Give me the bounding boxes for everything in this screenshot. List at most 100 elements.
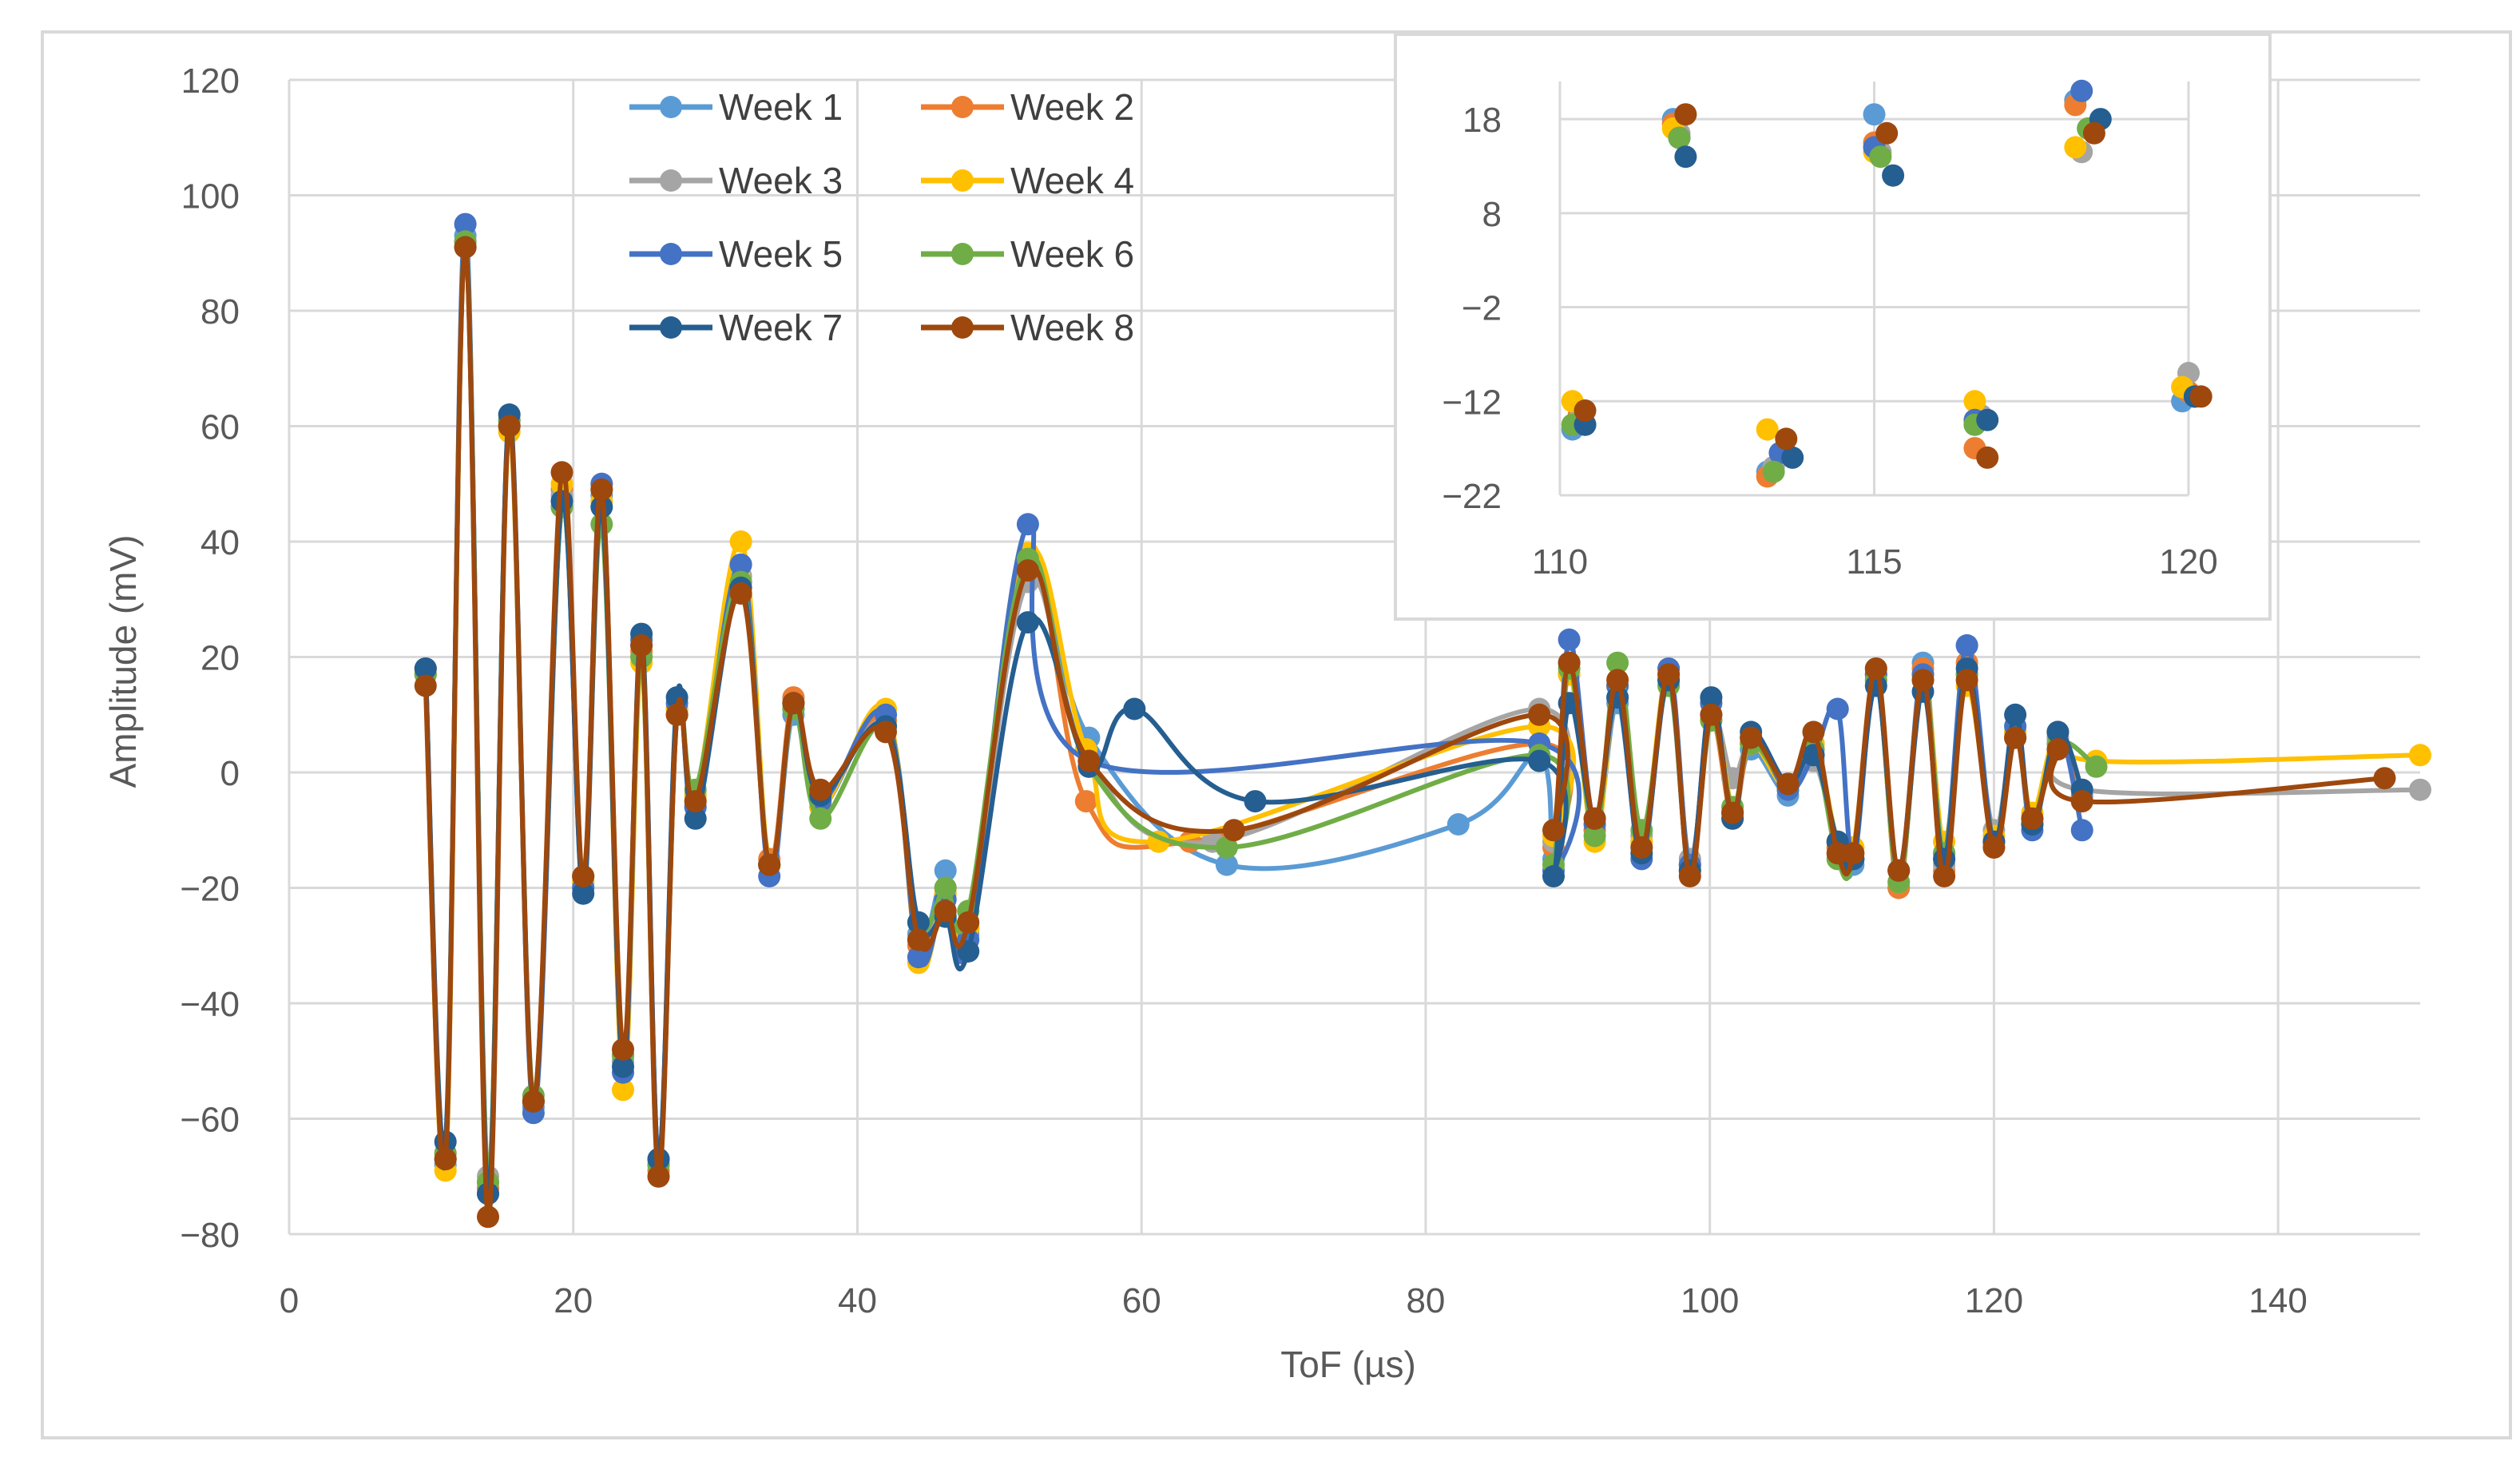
inset-point-week-8-4 <box>1976 446 1999 469</box>
point-week-8-33 <box>1700 703 1723 726</box>
point-week-8-20 <box>934 899 957 923</box>
point-week-8-5 <box>522 1090 545 1113</box>
point-week-4-9 <box>612 1078 634 1102</box>
point-week-4-50 <box>2409 744 2431 767</box>
main-y-tick-9: 100 <box>181 177 240 216</box>
point-week-6-49 <box>2085 755 2108 778</box>
main-x-tick-4: 80 <box>1406 1281 1445 1320</box>
main-y-tick-7: 60 <box>200 408 240 447</box>
point-week-8-28 <box>1583 807 1606 830</box>
point-week-8-25 <box>1528 703 1551 726</box>
point-week-8-36 <box>1776 772 1800 796</box>
inset-x-tick-1: 115 <box>1846 542 1902 582</box>
main-x-tick-labels: 0 20 40 60 80 100 120 140 <box>280 1281 2308 1320</box>
point-week-8-21 <box>957 911 980 934</box>
point-week-8-32 <box>1678 865 1701 887</box>
main-x-tick-6: 120 <box>1965 1281 2023 1320</box>
inset-point-week-8-5 <box>2082 121 2105 145</box>
main-x-tick-2: 40 <box>838 1281 877 1320</box>
legend-marker-week-8 <box>951 316 974 339</box>
main-x-tick-7: 140 <box>2248 1281 2307 1320</box>
point-week-8-22 <box>1016 559 1039 582</box>
point-week-7-27 <box>1542 865 1565 887</box>
point-week-7-25 <box>1244 790 1267 813</box>
inset-point-week-8-0 <box>1574 399 1597 422</box>
point-week-8-4 <box>498 415 521 438</box>
inset-point-week-8-2 <box>1775 427 1798 451</box>
legend-item-week-8: Week 8 <box>921 307 1134 348</box>
point-week-8-30 <box>1630 836 1653 859</box>
point-week-8-12 <box>665 703 689 726</box>
point-week-8-9 <box>612 1038 634 1061</box>
inset-x-tick-labels: 110 115 120 <box>1532 542 2218 582</box>
inset-y-tick-0: 18 <box>1462 101 1502 140</box>
inset-x-tick-2: 120 <box>2159 542 2217 582</box>
inset-point-week-1-3 <box>1863 103 1886 126</box>
point-week-5-43 <box>1955 634 1978 657</box>
main-y-tick-0: −80 <box>180 1216 240 1255</box>
inset-x-tick-0: 110 <box>1532 542 1588 582</box>
inset-series-group <box>1561 79 2212 488</box>
point-week-6-24 <box>1215 836 1238 859</box>
point-week-7-49 <box>2046 721 2070 744</box>
point-week-7-9 <box>612 1055 634 1078</box>
point-week-8-37 <box>1802 721 1825 744</box>
point-week-7-34 <box>1700 686 1723 709</box>
legend-item-week-1: Week 1 <box>629 86 843 128</box>
inset-point-week-5-5 <box>2070 79 2093 102</box>
point-week-8-16 <box>782 692 805 715</box>
point-week-2-23 <box>1074 790 1097 813</box>
inset-point-week-8-6 <box>2189 385 2212 408</box>
inset-y-tick-labels: 18 8 −2 −12 −22 <box>1442 101 1502 516</box>
main-y-tick-8: 80 <box>200 292 240 331</box>
point-week-8-19 <box>907 928 930 951</box>
point-week-8-41 <box>1887 859 1911 882</box>
legend-label-week-1: Week 1 <box>719 86 843 128</box>
point-week-8-42 <box>1911 669 1935 692</box>
point-week-1-25 <box>1447 813 1470 836</box>
point-week-8-50 <box>2373 767 2396 790</box>
inset-point-week-4-4 <box>1963 390 1986 413</box>
point-week-6-17 <box>809 807 832 830</box>
inset-frame <box>1394 33 2272 621</box>
point-week-5-2 <box>454 212 477 236</box>
point-week-8-34 <box>1721 801 1744 824</box>
inset-point-week-6-1 <box>1668 126 1691 149</box>
inset-point-week-7-2 <box>1781 446 1804 469</box>
legend-marker-week-2 <box>951 96 974 118</box>
inset-point-week-4-2 <box>1756 418 1779 441</box>
main-x-tick-1: 20 <box>554 1281 593 1320</box>
point-week-7-7 <box>572 882 595 905</box>
series-week-8 <box>414 236 2396 1229</box>
point-week-8-0 <box>414 674 437 697</box>
point-week-8-40 <box>1864 657 1887 680</box>
point-week-5-48 <box>2070 819 2093 842</box>
legend-item-week-7: Week 7 <box>629 307 843 348</box>
point-week-8-45 <box>1982 836 2006 859</box>
point-week-8-6 <box>550 461 573 484</box>
point-week-8-38 <box>1826 842 1849 865</box>
inset-point-week-6-2 <box>1762 460 1785 483</box>
inset-point-week-7-3 <box>1882 164 1905 187</box>
point-week-7-47 <box>2004 703 2027 726</box>
point-week-8-26 <box>1542 819 1565 842</box>
point-week-7-24 <box>1123 697 1146 721</box>
legend-label-week-5: Week 5 <box>719 233 843 275</box>
point-week-8-13 <box>684 790 707 813</box>
inset-point-week-8-1 <box>1674 103 1697 126</box>
point-week-7-22 <box>1016 611 1039 634</box>
legend-item-week-4: Week 4 <box>921 160 1134 201</box>
point-week-8-23 <box>1077 749 1101 772</box>
legend-marker-week-4 <box>951 169 974 192</box>
point-week-8-7 <box>572 865 595 887</box>
legend-marker-week-1 <box>660 96 682 118</box>
point-week-7-13 <box>684 807 707 830</box>
point-week-6-28 <box>1583 824 1606 848</box>
legend-label-week-3: Week 3 <box>719 160 843 201</box>
legend-label-week-2: Week 2 <box>1010 86 1134 128</box>
main-x-tick-0: 0 <box>280 1281 299 1320</box>
inset-point-week-6-3 <box>1869 145 1892 169</box>
point-week-5-37 <box>1826 697 1849 721</box>
